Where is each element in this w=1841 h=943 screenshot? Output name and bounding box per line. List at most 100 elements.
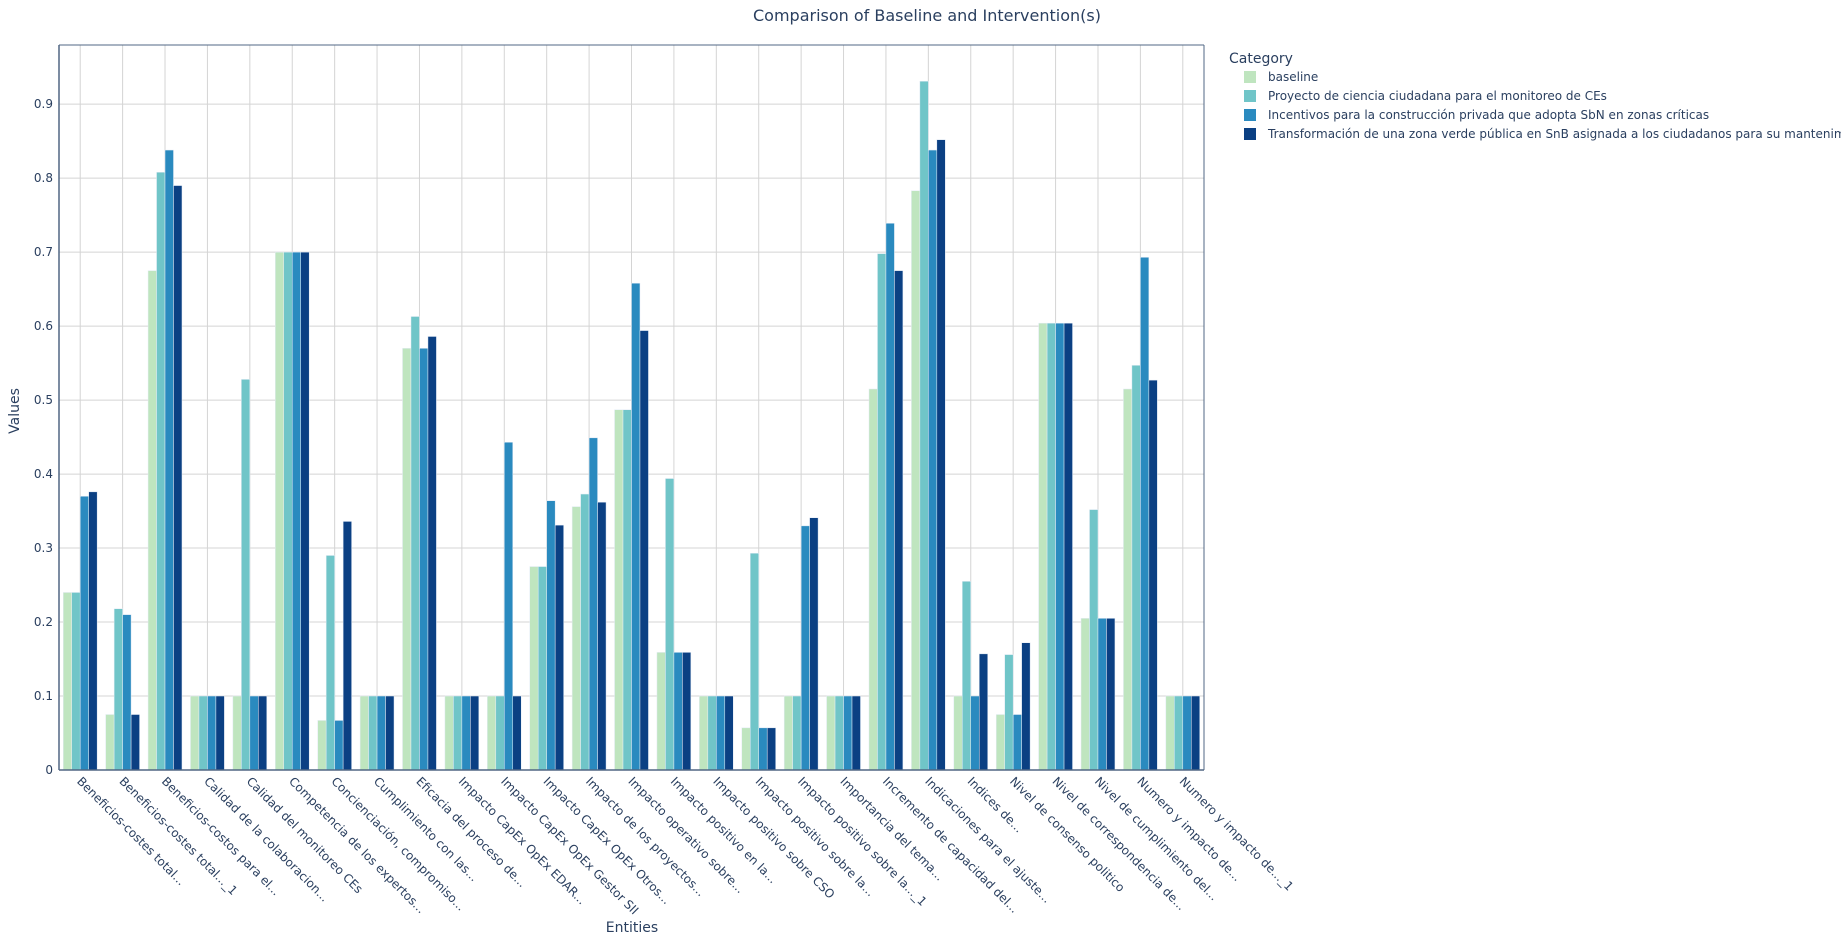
bar[interactable] xyxy=(707,695,717,771)
bar[interactable] xyxy=(885,223,895,771)
bar[interactable] xyxy=(682,652,692,771)
bar[interactable] xyxy=(580,493,590,771)
bar[interactable] xyxy=(1012,714,1022,771)
bar[interactable] xyxy=(419,348,429,771)
bar[interactable] xyxy=(1046,322,1056,771)
bar[interactable] xyxy=(1140,257,1150,771)
bar[interactable] xyxy=(1174,695,1184,771)
legend-item[interactable]: Proyecto de ciencia ciudadana para el mo… xyxy=(1244,89,1607,103)
bar[interactable] xyxy=(495,695,505,771)
bar[interactable] xyxy=(724,695,734,771)
bar[interactable] xyxy=(427,336,437,771)
bar[interactable] xyxy=(258,695,268,771)
bar[interactable] xyxy=(554,524,564,771)
bar[interactable] xyxy=(546,500,556,771)
bar[interactable] xyxy=(995,714,1005,771)
bar[interactable] xyxy=(368,695,378,771)
bar[interactable] xyxy=(1182,695,1192,771)
bar[interactable] xyxy=(1148,379,1158,771)
bar[interactable] xyxy=(190,695,200,771)
bar[interactable] xyxy=(1123,388,1133,771)
bar[interactable] xyxy=(614,409,624,771)
bar[interactable] xyxy=(1063,322,1073,771)
bar[interactable] xyxy=(470,695,480,771)
bar[interactable] xyxy=(232,695,242,771)
bar[interactable] xyxy=(504,442,514,771)
bar[interactable] xyxy=(241,379,251,771)
bar[interactable] xyxy=(639,330,649,771)
bar[interactable] xyxy=(71,592,81,771)
bar[interactable] xyxy=(156,171,166,771)
bar[interactable] xyxy=(249,695,259,771)
bar[interactable] xyxy=(461,695,471,771)
bar[interactable] xyxy=(122,614,132,771)
bar[interactable] xyxy=(665,478,675,771)
bar[interactable] xyxy=(325,555,335,771)
bar[interactable] xyxy=(62,592,72,771)
bar[interactable] xyxy=(792,695,802,771)
bar[interactable] xyxy=(512,695,522,771)
bar[interactable] xyxy=(1097,618,1107,771)
bar[interactable] xyxy=(953,695,963,771)
bar[interactable] xyxy=(207,695,217,771)
bar[interactable] xyxy=(215,695,225,771)
bar[interactable] xyxy=(1106,618,1116,771)
bar[interactable] xyxy=(673,652,683,771)
bar[interactable] xyxy=(283,251,293,771)
bar[interactable] xyxy=(529,566,539,771)
bar[interactable] xyxy=(1131,365,1141,771)
bar[interactable] xyxy=(631,282,641,771)
bar[interactable] xyxy=(758,727,768,771)
bar[interactable] xyxy=(826,695,836,771)
bar[interactable] xyxy=(970,695,980,771)
bar[interactable] xyxy=(147,270,157,771)
bar[interactable] xyxy=(275,251,285,771)
bar[interactable] xyxy=(741,727,751,771)
bar[interactable] xyxy=(749,552,759,771)
bar[interactable] xyxy=(79,496,89,771)
bar[interactable] xyxy=(656,652,666,771)
bar[interactable] xyxy=(834,695,844,771)
bar[interactable] xyxy=(1080,618,1090,771)
legend-item[interactable]: Incentivos para la construcción privada … xyxy=(1244,108,1709,122)
bar[interactable] xyxy=(843,695,853,771)
bar[interactable] xyxy=(402,348,412,771)
bar[interactable] xyxy=(376,695,386,771)
bar[interactable] xyxy=(291,251,301,771)
bar[interactable] xyxy=(342,521,352,771)
bar[interactable] xyxy=(334,720,344,771)
legend-item[interactable]: Transformación de una zona verde pública… xyxy=(1244,127,1841,141)
bar[interactable] xyxy=(385,695,395,771)
bar[interactable] xyxy=(537,566,547,771)
bar[interactable] xyxy=(300,251,310,771)
bar[interactable] xyxy=(851,695,861,771)
bar[interactable] xyxy=(911,190,921,771)
bar[interactable] xyxy=(809,517,819,771)
bar[interactable] xyxy=(588,437,598,771)
bar[interactable] xyxy=(487,695,497,771)
bar[interactable] xyxy=(113,608,123,771)
bar[interactable] xyxy=(597,501,607,771)
bar[interactable] xyxy=(359,695,369,771)
bar[interactable] xyxy=(164,149,174,771)
bar[interactable] xyxy=(444,695,454,771)
bar[interactable] xyxy=(978,653,988,771)
bar[interactable] xyxy=(317,720,327,771)
bar[interactable] xyxy=(877,253,887,771)
bar[interactable] xyxy=(198,695,208,771)
bar[interactable] xyxy=(173,185,183,771)
bar[interactable] xyxy=(1191,695,1201,771)
bar[interactable] xyxy=(130,714,140,771)
bar[interactable] xyxy=(1038,322,1048,771)
bar[interactable] xyxy=(716,695,726,771)
bar[interactable] xyxy=(88,491,98,771)
bar[interactable] xyxy=(1089,509,1099,771)
bar[interactable] xyxy=(868,388,878,771)
bar[interactable] xyxy=(105,714,115,771)
bar[interactable] xyxy=(571,506,581,771)
bar[interactable] xyxy=(1165,695,1175,771)
bar[interactable] xyxy=(1004,654,1014,771)
bar[interactable] xyxy=(928,149,938,771)
bar[interactable] xyxy=(894,270,904,771)
bar[interactable] xyxy=(622,409,632,771)
